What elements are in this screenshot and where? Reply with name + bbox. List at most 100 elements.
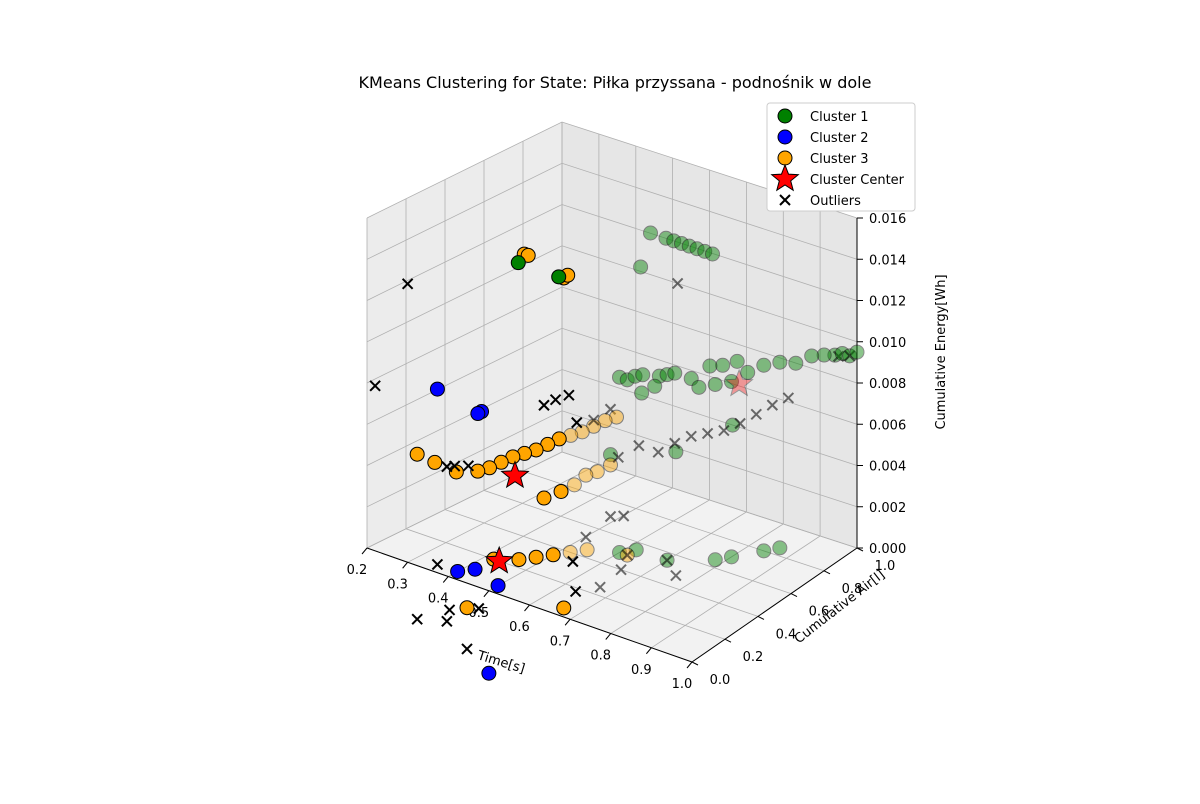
- cluster-3-point: [556, 600, 572, 616]
- legend-cluster-2-label: Cluster 2: [810, 131, 869, 146]
- outlier-stroke: [843, 350, 856, 362]
- cluster-1-point: [707, 376, 723, 392]
- cluster-3-point: [608, 409, 624, 425]
- cluster-1-point: [849, 344, 865, 360]
- outlier-point: [567, 555, 579, 568]
- outlier-point: [670, 569, 682, 582]
- outlier-point: [734, 417, 746, 430]
- y-tick-label: 0.2: [743, 650, 764, 665]
- cluster-1-point: [697, 243, 713, 259]
- legend-cluster-center-label: Cluster Center: [810, 173, 905, 188]
- legend: Cluster 1 Cluster 2 Cluster 3 Cluster Cente…: [766, 102, 916, 212]
- cluster-1-point: [647, 378, 663, 394]
- z-grid-line: [366, 245, 858, 343]
- z-tick-label: 0.000: [869, 542, 906, 557]
- outlier-stroke: [604, 403, 617, 415]
- cluster-1-point: [643, 225, 658, 241]
- outlier-stroke: [652, 446, 664, 458]
- outlier-stroke: [473, 602, 485, 615]
- outlier-point: [563, 389, 575, 401]
- x-tick-label: 0.9: [631, 663, 652, 678]
- outlier-stroke: [443, 604, 456, 616]
- z-tick-label: 0.010: [869, 336, 906, 351]
- y-axis-line: [691, 547, 858, 663]
- z-grid-line: [366, 410, 858, 508]
- cluster-2-point: [481, 665, 497, 681]
- cluster-1-point: [689, 241, 705, 257]
- x-tick-label: 0.2: [347, 563, 368, 578]
- outlier-stroke: [615, 563, 627, 576]
- z-axis-label: Cumulative Energy[Wh]: [934, 274, 949, 429]
- cluster-2-point: [429, 381, 445, 397]
- outlier-stroke: [569, 585, 582, 598]
- y-tick-mark: [724, 638, 732, 643]
- outlier-point: [604, 403, 617, 415]
- outlier-point: [615, 563, 627, 576]
- outlier-point: [569, 585, 582, 598]
- x-tick-label: 0.7: [550, 634, 571, 649]
- cluster-1-point: [603, 447, 618, 463]
- outlier-stroke: [734, 417, 746, 430]
- cluster-3-point: [459, 600, 475, 616]
- outlier-stroke: [670, 569, 682, 582]
- z-tick-label: 0.004: [869, 460, 906, 475]
- cluster-1-point: [827, 347, 843, 363]
- outlier-point: [549, 393, 562, 406]
- cluster-1-point: [510, 255, 526, 271]
- outlier-stroke: [401, 278, 414, 290]
- cluster-3-point: [536, 490, 552, 506]
- outlier-stroke: [766, 399, 779, 411]
- cluster-1-point: [634, 385, 650, 401]
- cluster-1-point: [756, 543, 772, 559]
- outlier-point: [832, 350, 845, 363]
- x-tick-label: 1.0: [672, 677, 693, 692]
- cluster-1-point: [612, 545, 627, 560]
- x-tick-mark: [442, 576, 449, 583]
- outlier-point: [587, 414, 600, 426]
- legend-cluster-2-marker: [777, 129, 793, 145]
- legend-outliers-marker: [779, 194, 791, 206]
- cluster-3-point: [427, 454, 443, 470]
- cluster-1-point: [724, 374, 739, 390]
- cluster-1-point: [633, 259, 649, 275]
- z-grid-line: [366, 162, 858, 260]
- data-marks: [369, 225, 865, 681]
- x-tick-label: 0.8: [590, 649, 611, 664]
- outlier-stroke: [671, 277, 684, 290]
- x-tick-mark: [402, 561, 409, 569]
- outlier-stroke: [621, 549, 633, 561]
- cluster-1-point: [628, 542, 644, 558]
- outlier-stroke: [782, 392, 795, 404]
- x-tick-label: 0.4: [428, 592, 449, 607]
- cluster-2-point: [470, 406, 486, 422]
- outlier-point: [685, 430, 697, 443]
- outlier-stroke: [685, 430, 697, 443]
- outlier-point: [538, 399, 550, 411]
- legend-cluster-3-marker: [777, 150, 793, 166]
- outlier-stroke: [448, 460, 461, 472]
- outlier-point: [621, 549, 633, 561]
- outlier-stroke: [411, 613, 423, 625]
- outlier-point: [604, 510, 617, 523]
- legend-outliers-label: Outliers: [810, 194, 861, 209]
- outlier-point: [718, 424, 730, 437]
- x-tick-mark: [645, 647, 652, 655]
- cluster-3-point: [579, 542, 595, 558]
- z-tick-label: 0.014: [869, 253, 906, 268]
- outlier-point: [473, 602, 485, 615]
- cluster-1-point: [729, 353, 745, 369]
- cluster-1-point: [740, 364, 756, 380]
- outlier-point: [633, 439, 645, 452]
- outlier-stroke: [441, 615, 453, 628]
- outlier-stroke: [718, 424, 730, 437]
- x-tick-mark: [524, 604, 530, 612]
- cluster-3-point: [511, 552, 527, 568]
- outlier-stroke: [750, 408, 762, 421]
- outlier-point: [701, 427, 714, 440]
- cluster-1-point: [627, 368, 643, 384]
- outlier-point: [462, 460, 475, 472]
- outlier-stroke: [580, 531, 592, 543]
- outlier-point: [669, 437, 681, 449]
- outlier-point: [431, 558, 444, 571]
